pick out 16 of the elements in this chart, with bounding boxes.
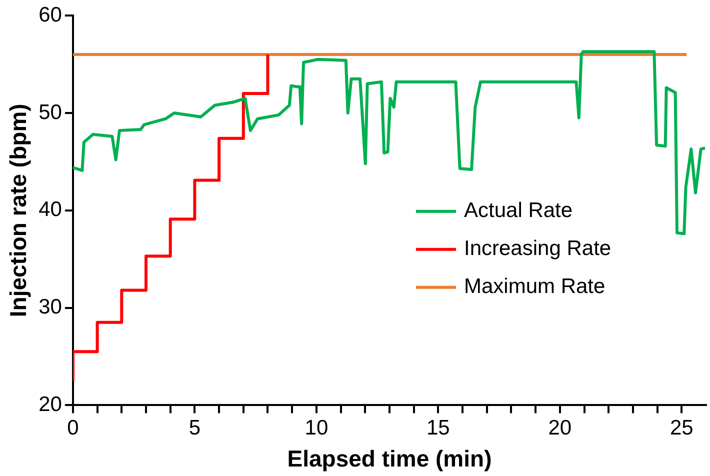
x-tick-label: 0 [67,416,79,440]
x-tick-label: 15 [426,416,450,440]
x-tick-label: 10 [304,416,328,440]
x-tick-label: 20 [548,416,572,440]
legend-label: Actual Rate [464,199,573,222]
y-tick-label: 40 [38,198,62,222]
legend-label: Increasing Rate [464,237,612,260]
x-tick-label: 5 [188,416,201,440]
legend-label: Maximum Rate [464,275,606,298]
x-tick-label: 25 [670,416,694,440]
y-tick-label: 60 [38,3,62,26]
y-tick-label: 50 [38,100,62,124]
y-axis-title: Injection rate (bpm) [5,104,32,318]
y-tick-label: 30 [38,296,62,319]
x-axis-title: Elapsed time (min) [287,446,492,472]
y-tick-label: 20 [38,392,62,416]
